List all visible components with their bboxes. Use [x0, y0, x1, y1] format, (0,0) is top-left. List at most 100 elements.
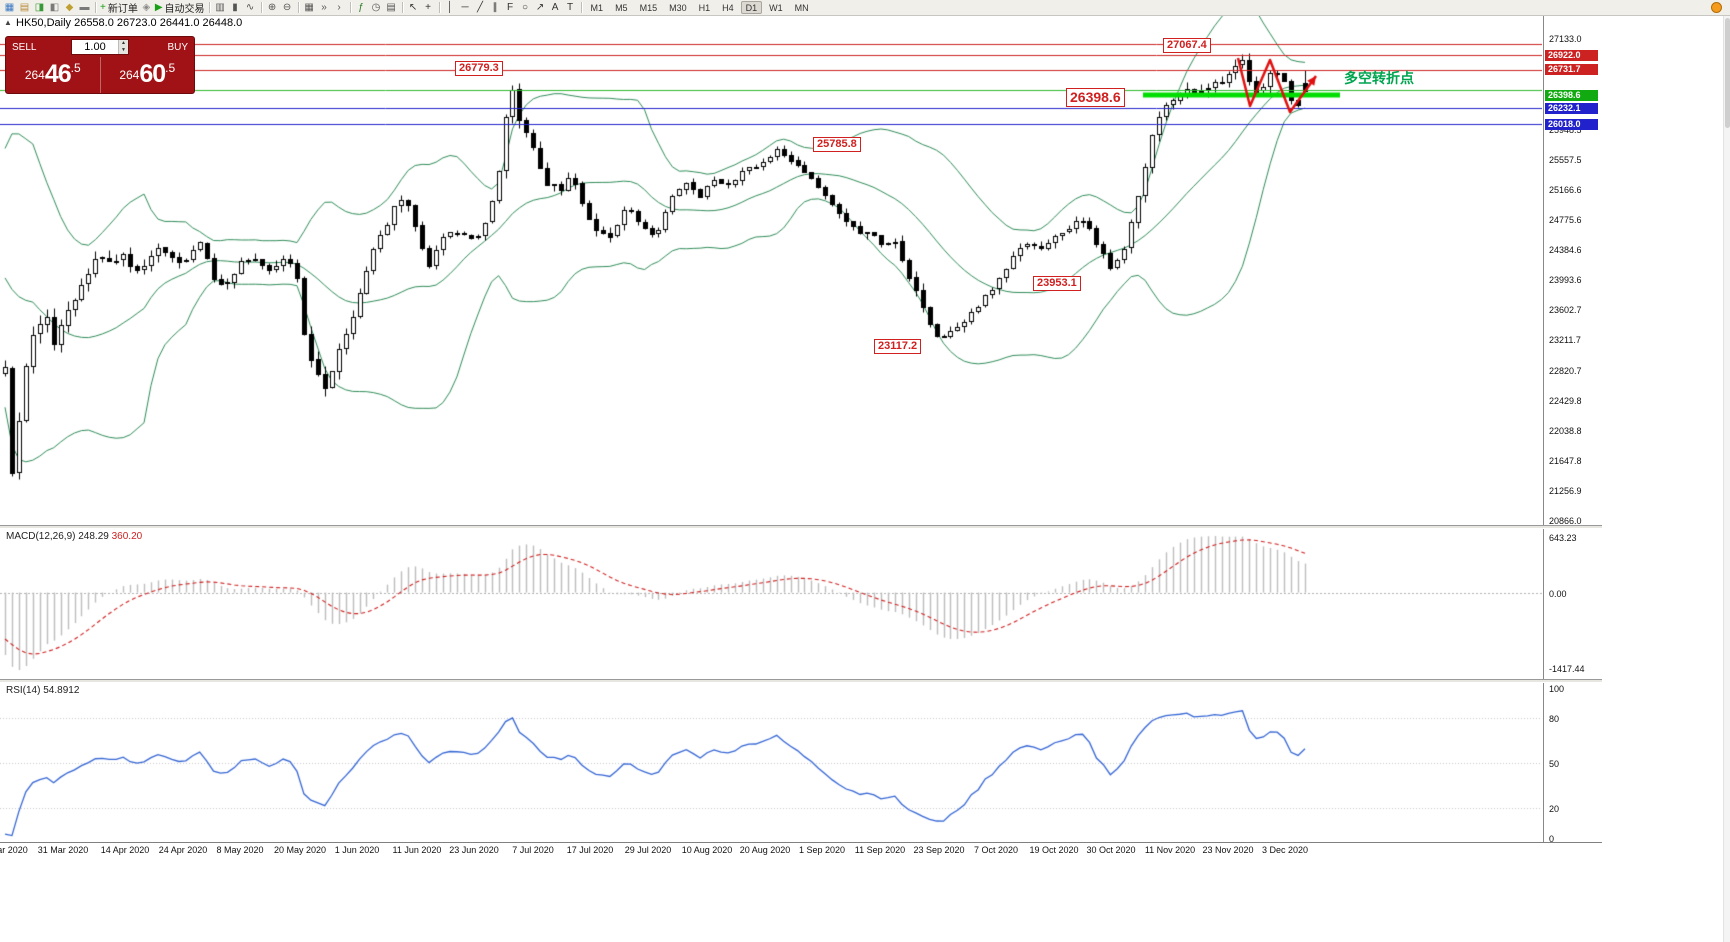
- macd-panel-splitter[interactable]: [0, 525, 1602, 529]
- arrow-tools-icon[interactable]: ↗: [533, 1, 548, 15]
- timeframe-m15-button[interactable]: M15: [639, 3, 658, 13]
- data-window-icon[interactable]: ◧: [47, 1, 62, 15]
- volume-decrease-button[interactable]: ▼: [118, 47, 128, 54]
- price-level-tag: 26398.6: [1545, 89, 1598, 101]
- one-click-collapse-icon[interactable]: ▲: [4, 18, 12, 27]
- chart-shift-icon[interactable]: ›: [332, 1, 347, 15]
- zoom-out-icon[interactable]: ⊖: [280, 1, 295, 15]
- metaeditor-icon[interactable]: ◈: [139, 1, 154, 15]
- timeframe-mn-button[interactable]: MN: [794, 3, 809, 13]
- price-annotation-label[interactable]: 23117.2: [874, 339, 922, 355]
- date-axis-label: 11 Jun 2020: [392, 845, 442, 855]
- macd-panel-canvas[interactable]: [0, 530, 1542, 676]
- price-axis-tick: 21647.8: [1549, 455, 1582, 466]
- timeframe-h4-button[interactable]: H4: [722, 3, 734, 13]
- text-label-icon[interactable]: T: [563, 1, 578, 15]
- candlestick-chart-icon[interactable]: ▮: [228, 1, 243, 15]
- date-axis-label: 1 Sep 2020: [798, 845, 846, 855]
- price-axis-tick: 21256.9: [1549, 485, 1582, 496]
- navigator-icon[interactable]: ◆: [62, 1, 77, 15]
- price-chart-canvas[interactable]: [0, 16, 1542, 524]
- line-chart-icon[interactable]: ∿: [243, 1, 258, 15]
- turning-point-annotation[interactable]: 多空转折点: [1344, 70, 1414, 86]
- toolbar-separator: [401, 2, 403, 13]
- trendline-icon: ╱: [477, 1, 484, 13]
- data-window-icon: ◧: [49, 1, 60, 13]
- volume-stepper: ▲ ▼: [71, 39, 129, 55]
- tile-windows-icon: ▦: [304, 1, 314, 13]
- rsi-panel-splitter[interactable]: [0, 679, 1602, 683]
- date-axis-label: 29 Jul 2020: [624, 845, 672, 855]
- terminal-icon[interactable]: ▬: [77, 1, 92, 15]
- timeframe-m5-button[interactable]: M5: [615, 3, 628, 13]
- price-annotation-label[interactable]: 26779.3: [455, 61, 503, 77]
- periods-icon[interactable]: ◷: [369, 1, 384, 15]
- crosshair-icon[interactable]: +: [421, 1, 436, 15]
- navigator-icon: ◆: [65, 1, 74, 13]
- templates-icon[interactable]: ▤: [384, 1, 399, 15]
- timeframe-w1-button[interactable]: W1: [769, 3, 783, 13]
- text-label-icon: T: [566, 1, 574, 13]
- bar-chart-icon[interactable]: ▥: [213, 1, 228, 15]
- date-axis-label: 10 Aug 2020: [681, 845, 733, 855]
- shapes-icon[interactable]: ○: [518, 1, 533, 15]
- channel-icon[interactable]: ∥: [488, 1, 503, 15]
- price-annotation-label[interactable]: 27067.4: [1163, 38, 1211, 54]
- price-annotation-label[interactable]: 23953.1: [1033, 276, 1081, 292]
- rsi-panel-canvas[interactable]: [0, 684, 1542, 842]
- channel-icon: ∥: [492, 1, 498, 13]
- scrollbar-thumb[interactable]: [1725, 18, 1730, 128]
- text-icon[interactable]: A: [548, 1, 563, 15]
- market-watch-icon[interactable]: ◨: [32, 1, 47, 15]
- date-axis-label: 19 Oct 2020: [1029, 845, 1079, 855]
- zoom-in-icon[interactable]: ⊕: [265, 1, 280, 15]
- indicators-icon[interactable]: ƒ: [354, 1, 369, 15]
- tile-windows-icon[interactable]: ▦: [302, 1, 317, 15]
- timeframe-d1-button[interactable]: D1: [740, 1, 763, 14]
- metaeditor-icon: ◈: [142, 1, 151, 13]
- auto-scroll-icon[interactable]: »: [317, 1, 332, 15]
- new-chart-icon: ▦: [4, 1, 15, 13]
- price-axis-tick: 24775.6: [1549, 215, 1582, 226]
- toolbar-separator: [95, 2, 96, 13]
- price-annotation-label[interactable]: 26398.6: [1066, 88, 1125, 107]
- toolbar-separator: [297, 2, 299, 13]
- market-watch-icon: ◨: [34, 1, 45, 13]
- price-axis-tick: 25948.5: [1549, 125, 1582, 136]
- zoom-in-icon: ⊕: [267, 1, 277, 13]
- date-axis-label: 31 Mar 2020: [37, 845, 89, 855]
- new-order-button[interactable]: + 新订单: [99, 1, 139, 16]
- volume-increase-button[interactable]: ▲: [118, 40, 128, 47]
- sell-button[interactable]: 26446.5: [24, 60, 81, 88]
- price-annotation-label[interactable]: 25785.8: [813, 137, 861, 153]
- timeframe-h1-button[interactable]: H1: [698, 3, 711, 13]
- price-axis-tick: 22038.8: [1549, 425, 1582, 436]
- line-chart-icon: ∿: [245, 1, 255, 13]
- autotrading-button[interactable]: ▶ 自动交易: [154, 1, 206, 16]
- date-axis-label: 7 Jul 2020: [512, 845, 554, 855]
- cursor-icon[interactable]: ↖: [406, 1, 421, 15]
- price-axis-tick: 22820.7: [1549, 365, 1582, 376]
- vertical-line-icon[interactable]: │: [443, 1, 458, 15]
- macd-indicator-label: MACD(12,26,9) 248.29 360.20: [6, 531, 143, 542]
- price-axis-tick: 23602.7: [1549, 305, 1582, 316]
- horizontal-line-icon: ─: [461, 1, 469, 13]
- price-axis-tick: 23211.7: [1549, 335, 1581, 346]
- new-chart-icon[interactable]: ▦: [2, 1, 17, 15]
- price-level-tag: 26922.0: [1545, 49, 1598, 61]
- toolbar-separator: [260, 2, 262, 13]
- fibonacci-icon[interactable]: F: [503, 1, 518, 15]
- indicators-icon: ƒ: [358, 1, 364, 13]
- horizontal-line-icon[interactable]: ─: [458, 1, 473, 15]
- notification-icon[interactable]: [1711, 2, 1722, 13]
- volume-input[interactable]: [72, 40, 118, 54]
- profiles-icon[interactable]: ▤: [17, 1, 32, 15]
- trendline-icon[interactable]: ╱: [473, 1, 488, 15]
- buy-button[interactable]: 26460.5: [99, 57, 195, 93]
- timeframe-m30-button[interactable]: M30: [669, 3, 687, 13]
- vertical-scrollbar[interactable]: [1723, 0, 1730, 942]
- periods-icon: ◷: [371, 1, 381, 13]
- date-axis-label: 11 Sep 2020: [854, 845, 906, 855]
- timeframe-m1-button[interactable]: M1: [590, 3, 604, 13]
